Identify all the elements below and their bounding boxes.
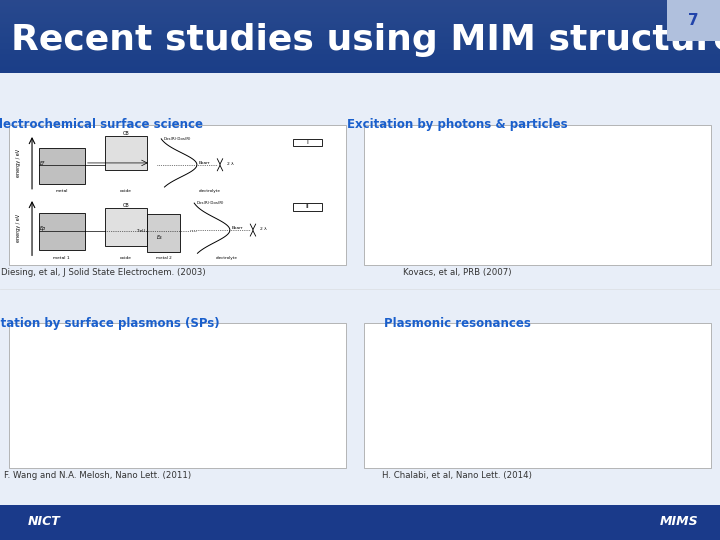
Text: Recent studies using MIM structures: Recent studies using MIM structures (11, 23, 720, 57)
Text: Ebarr: Ebarr (199, 161, 210, 165)
Text: Excitation by surface plasmons (SPs): Excitation by surface plasmons (SPs) (0, 317, 220, 330)
Bar (104, 136, 148, 170)
Text: D. Diesing, et al, J Solid State Electrochem. (2003): D. Diesing, et al, J Solid State Electro… (0, 268, 205, 277)
Text: Dos(R)·Dos(R): Dos(R)·Dos(R) (163, 137, 191, 141)
Text: oxide: oxide (120, 189, 132, 193)
Bar (364, 323, 711, 468)
Bar (39, 148, 85, 184)
Bar (148, 214, 181, 252)
Text: energy / eV: energy / eV (17, 149, 22, 177)
Bar (364, 125, 711, 265)
Bar (104, 208, 148, 246)
Text: Ebarr: Ebarr (232, 226, 243, 230)
Text: MIMS: MIMS (660, 515, 698, 528)
Text: H. Chalabi, et al, Nano Lett. (2014): H. Chalabi, et al, Nano Lett. (2014) (382, 471, 532, 480)
Bar (9, 323, 346, 468)
Text: metal: metal (55, 189, 68, 193)
Text: Kovacs, et al, PRB (2007): Kovacs, et al, PRB (2007) (403, 268, 511, 277)
Text: II: II (305, 204, 310, 210)
Text: electrolyte: electrolyte (216, 255, 238, 260)
Text: 2 λ: 2 λ (260, 227, 266, 231)
Text: 7: 7 (688, 13, 699, 28)
Text: metal 1: metal 1 (53, 255, 70, 260)
Bar (292, 139, 323, 146)
Bar (292, 203, 323, 211)
Text: Es: Es (158, 235, 163, 240)
Text: CB: CB (122, 131, 130, 136)
Text: energy / eV: energy / eV (17, 214, 22, 242)
Text: NICT: NICT (27, 515, 60, 528)
Text: electrolyte: electrolyte (199, 189, 221, 193)
Text: Plasmonic resonances: Plasmonic resonances (384, 317, 531, 330)
Text: oxide: oxide (120, 255, 132, 260)
Bar (39, 213, 85, 250)
Text: T·eU₁: T·eU₁ (136, 229, 147, 233)
Bar (9, 125, 346, 265)
Text: F. Wang and N.A. Melosh, Nano Lett. (2011): F. Wang and N.A. Melosh, Nano Lett. (201… (4, 471, 191, 480)
Text: Ep: Ep (40, 226, 47, 231)
Text: Ef: Ef (40, 160, 45, 166)
Text: I: I (307, 140, 308, 145)
Text: Dos(R)·Dos(R): Dos(R)·Dos(R) (197, 201, 224, 205)
Text: metal 2: metal 2 (156, 255, 172, 260)
Text: CB: CB (122, 204, 130, 208)
Text: Electrochemical surface science: Electrochemical surface science (0, 118, 203, 131)
Text: 2 λ: 2 λ (227, 162, 233, 166)
Text: Excitation by photons & particles: Excitation by photons & particles (347, 118, 567, 131)
